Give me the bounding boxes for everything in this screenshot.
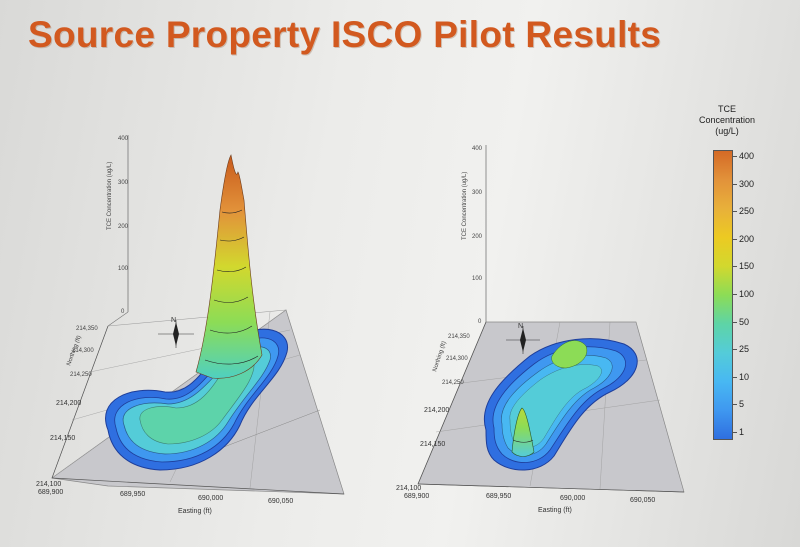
chart-before: N xyxy=(51,135,345,495)
legend-level-100: 100 xyxy=(739,289,755,299)
z-axis-label-before: TCE Concentration (ug/L) xyxy=(107,162,113,230)
legend-tick-mark xyxy=(733,321,737,323)
y-tick-after-350: 214,350 xyxy=(448,334,470,340)
legend-tick-mark xyxy=(733,211,737,213)
legend-tick-mark xyxy=(733,294,737,295)
z-axis-label-after: TCE Concentration (ug/L) xyxy=(462,172,468,240)
z-tick-before-200: 200 xyxy=(118,224,129,230)
svg-text:N: N xyxy=(171,317,176,324)
y-tick-after-200: 214,200 xyxy=(424,407,449,414)
legend-title-line-2: Concentration xyxy=(698,115,756,125)
x-tick-after-690000: 690,000 xyxy=(560,495,585,502)
x-axis-label-after: Easting (ft) xyxy=(538,507,572,514)
legend-level-1: 1 xyxy=(739,427,745,437)
legend-tick-mark xyxy=(733,238,737,240)
svg-text:N: N xyxy=(518,323,523,330)
x-tick-after-689950: 689,950 xyxy=(486,493,511,500)
y-tick-after-300: 214,300 xyxy=(446,356,468,362)
legend-level-300: 300 xyxy=(739,178,755,189)
legend-tick-mark xyxy=(733,156,737,157)
north-arrow: N xyxy=(158,317,194,348)
legend-title-line-3: (ug/L) xyxy=(715,126,739,136)
x-tick-before-689900: 689,900 xyxy=(38,489,63,496)
color-legend: TCE Concentration (ug/L) 1 5 10 25 50 100 150 2… xyxy=(676,100,796,450)
y-tick-before-100: 214,100 xyxy=(36,481,61,488)
legend-level-200: 200 xyxy=(739,233,755,244)
x-tick-after-689900: 689,900 xyxy=(404,493,429,500)
concentration-peak-after xyxy=(511,407,535,457)
y-tick-before-150: 214,150 xyxy=(50,435,75,442)
legend-level-250: 250 xyxy=(739,206,755,217)
legend-tick-mark xyxy=(733,266,737,268)
legend-level-400: 400 xyxy=(739,151,755,161)
x-tick-after-690050: 690,050 xyxy=(630,497,655,504)
legend-color-bar xyxy=(713,150,733,440)
y-tick-after-150: 214,150 xyxy=(420,441,445,448)
z-tick-before-300: 300 xyxy=(118,180,129,186)
z-tick-before-100: 100 xyxy=(118,266,129,272)
legend-tick-mark xyxy=(733,349,737,351)
z-tick-after-300: 300 xyxy=(472,190,483,196)
y-tick-before-300: 214,300 xyxy=(72,348,94,354)
legend-level-10: 10 xyxy=(739,371,750,382)
z-tick-after-200: 200 xyxy=(472,234,483,240)
concentration-peak xyxy=(195,154,263,379)
x-axis-label-before: Easting (ft) xyxy=(178,508,212,515)
legend-level-25: 25 xyxy=(739,344,750,355)
legend-ticks: 1 5 10 25 50 100 150 200 250 300 400 xyxy=(676,100,796,450)
chart-after: N xyxy=(417,145,685,493)
legend-tick-mark xyxy=(733,404,737,406)
x-tick-before-690050: 690,050 xyxy=(268,498,293,505)
legend-title: TCE Concentration (ug/L) xyxy=(676,104,778,137)
y-tick-before-200: 214,200 xyxy=(56,400,81,407)
y-tick-before-350: 214,350 xyxy=(76,326,98,332)
slide-title: Source Property ISCO Pilot Results xyxy=(28,14,662,55)
y-tick-after-250: 214,250 xyxy=(442,380,464,386)
legend-level-50: 50 xyxy=(739,316,750,327)
legend-tick-mark xyxy=(733,432,737,433)
z-tick-before-0: 0 xyxy=(121,309,125,315)
legend-tick-mark xyxy=(733,183,737,185)
z-tick-after-100: 100 xyxy=(472,276,483,282)
x-tick-before-689950: 689,950 xyxy=(120,491,145,498)
y-tick-after-100: 214,100 xyxy=(396,485,421,492)
z-tick-before-400: 400 xyxy=(118,136,129,142)
z-tick-after-400: 400 xyxy=(472,146,483,152)
z-tick-after-0: 0 xyxy=(478,319,482,325)
y-tick-before-250: 214,250 xyxy=(70,372,92,378)
x-tick-before-690000: 690,000 xyxy=(198,495,223,502)
legend-level-150: 150 xyxy=(739,261,755,272)
north-arrow-after: N xyxy=(506,323,540,354)
legend-title-line-1: TCE xyxy=(718,104,736,114)
legend-tick-mark xyxy=(733,376,737,378)
legend-level-5: 5 xyxy=(739,399,745,410)
